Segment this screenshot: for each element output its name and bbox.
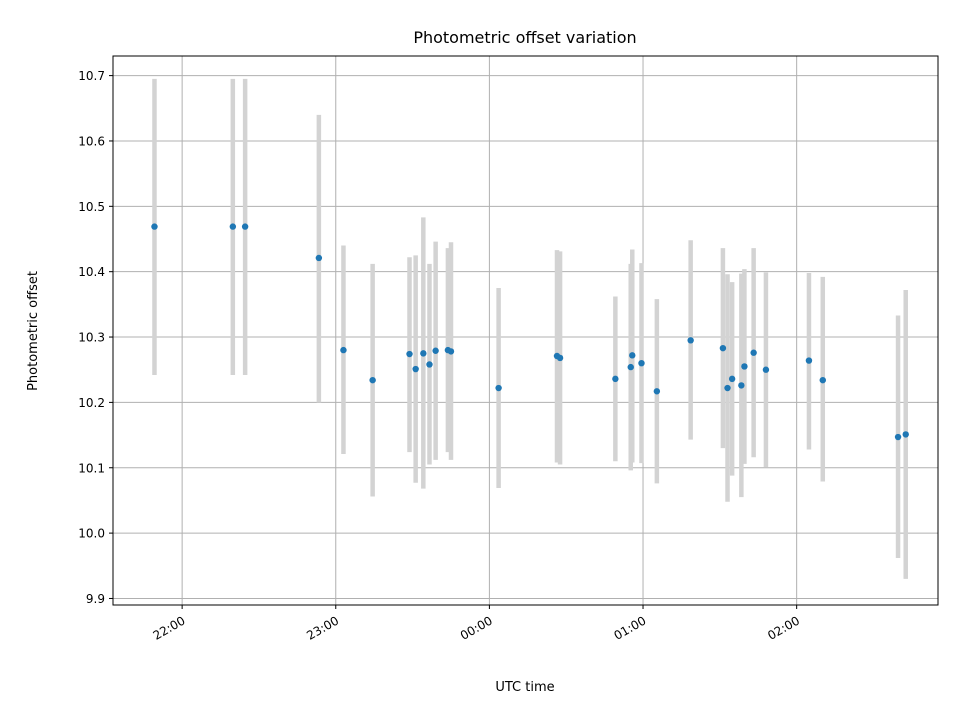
data-point <box>728 375 736 383</box>
y-tick-label: 10.4 <box>78 265 105 279</box>
y-tick-label: 10.3 <box>78 331 105 345</box>
data-point <box>406 350 413 358</box>
data-point <box>340 346 347 354</box>
data-point <box>556 354 564 362</box>
data-point <box>629 352 636 359</box>
data-point <box>762 366 770 373</box>
data-point <box>719 344 727 352</box>
data-point <box>627 363 634 371</box>
data-point <box>151 223 158 230</box>
data-point <box>229 223 237 230</box>
data-point <box>741 363 748 370</box>
data-points <box>151 223 909 441</box>
data-point <box>750 349 757 356</box>
grid <box>113 56 938 605</box>
y-tick-label: 10.5 <box>78 200 105 214</box>
data-point <box>495 384 502 392</box>
data-point <box>315 254 323 262</box>
y-axis: 9.9 10.0 10.1 10.2 10.3 10.4 10.5 10.6 10.7 <box>78 69 113 606</box>
data-point <box>612 375 619 383</box>
data-point <box>805 357 813 364</box>
data-point <box>432 347 439 354</box>
data-point <box>369 376 376 384</box>
chart-title: Photometric offset variation <box>413 28 636 47</box>
y-tick-label: 10.7 <box>78 69 105 83</box>
x-axis-label: UTC time <box>495 680 554 695</box>
data-point <box>653 388 661 395</box>
data-point <box>902 431 909 438</box>
data-point <box>894 433 902 441</box>
data-point <box>241 223 249 230</box>
data-point <box>738 382 745 389</box>
data-point <box>412 365 419 373</box>
y-tick-label: 10.2 <box>78 396 105 410</box>
y-tick-label: 10.6 <box>78 134 105 148</box>
data-point <box>724 384 731 392</box>
data-point <box>638 359 645 367</box>
data-point <box>447 348 455 355</box>
y-tick-label: 10.0 <box>78 527 105 541</box>
plot-frame <box>112 55 939 606</box>
y-axis-label: Photometric offset <box>26 271 41 391</box>
data-point <box>426 361 433 368</box>
data-point <box>420 350 427 357</box>
y-tick-label: 10.1 <box>78 461 105 475</box>
y-tick-label: 9.9 <box>86 592 105 606</box>
data-point <box>687 337 694 344</box>
data-point <box>819 376 826 384</box>
